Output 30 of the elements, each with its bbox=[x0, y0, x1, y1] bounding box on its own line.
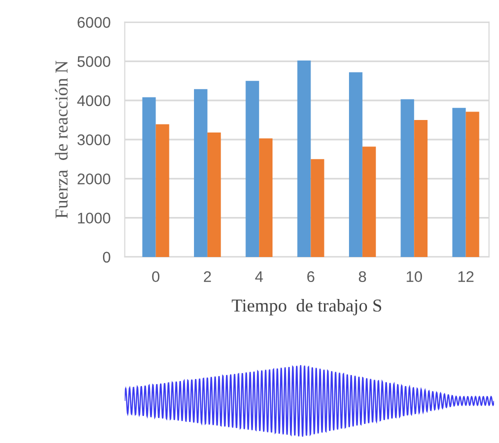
bar bbox=[400, 99, 414, 257]
y-tick-label: 3000 bbox=[77, 134, 110, 146]
bar bbox=[259, 138, 273, 257]
bar bbox=[207, 132, 221, 257]
bar bbox=[348, 72, 362, 257]
bar bbox=[310, 159, 324, 257]
y-tick-label: 0 bbox=[102, 252, 110, 263]
x-tick-label: 4 bbox=[255, 271, 263, 282]
y-tick-label: 2000 bbox=[78, 174, 110, 184]
bar bbox=[142, 97, 156, 257]
x-tick-label: 2 bbox=[204, 271, 211, 282]
x-tick-label: 10 bbox=[406, 271, 422, 282]
x-tick-label: 0 bbox=[152, 271, 160, 282]
bar bbox=[246, 80, 260, 257]
bar bbox=[466, 112, 480, 257]
y-tick-label: 4000 bbox=[77, 95, 110, 106]
bar bbox=[297, 60, 311, 257]
bar bbox=[156, 124, 170, 257]
x-tick-label: 8 bbox=[358, 271, 366, 282]
bar bbox=[452, 108, 466, 257]
bar bbox=[362, 146, 376, 257]
x-tick-label: 12 bbox=[458, 271, 474, 282]
x-axis-title: Tiempo de trabajo S bbox=[232, 298, 382, 316]
bar bbox=[194, 89, 208, 257]
y-tick-label: 5000 bbox=[77, 56, 110, 67]
y-tick-label: 1000 bbox=[78, 212, 110, 224]
bar bbox=[414, 120, 428, 257]
y-tick-label: 6000 bbox=[78, 17, 110, 28]
x-tick-label: 6 bbox=[307, 271, 314, 282]
y-axis-title: Fuerza de reacción N bbox=[54, 60, 68, 218]
